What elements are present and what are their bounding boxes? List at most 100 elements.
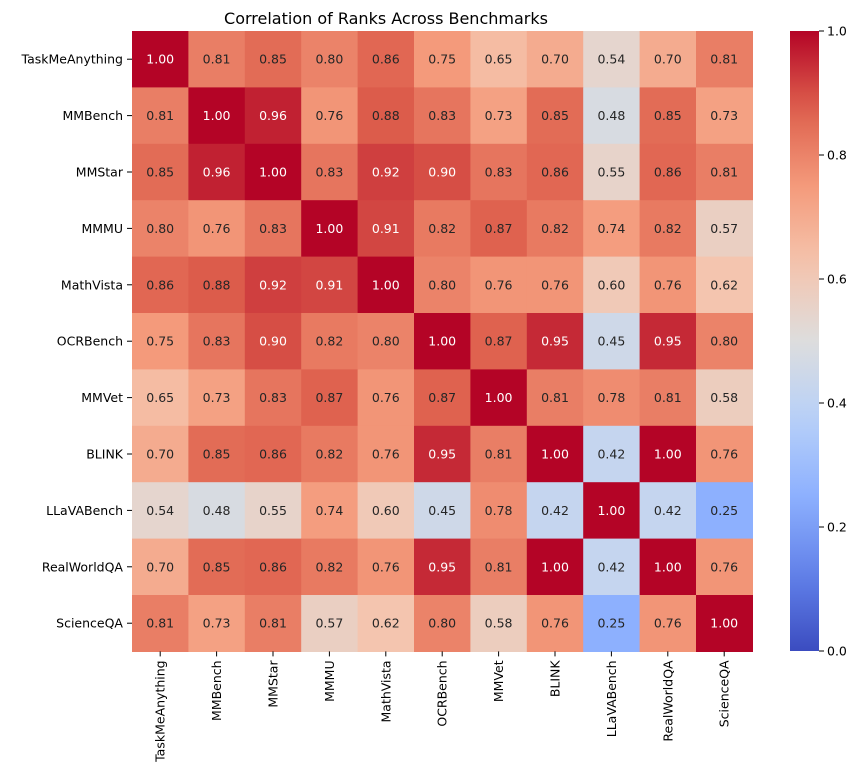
heatmap-cell [301, 425, 359, 483]
y-tick-label: MMVet [81, 390, 123, 405]
colorbar-tick-label: 0.4 [827, 396, 847, 411]
chart-title: Correlation of Ranks Across Benchmarks [224, 9, 548, 28]
colorbar-tick-label: 1.0 [827, 24, 847, 39]
heatmap-cell [639, 143, 697, 201]
cell-value-label: 0.42 [541, 503, 569, 518]
cell-value-label: 0.78 [485, 503, 513, 518]
heatmap-cell [526, 538, 584, 596]
cell-value-label: 0.55 [259, 503, 287, 518]
cell-value-label: 0.82 [315, 447, 343, 462]
heatmap-cell [696, 595, 753, 652]
cell-value-label: 0.60 [597, 277, 625, 292]
cell-value-label: 0.73 [203, 616, 231, 631]
heatmap-cell [188, 256, 246, 314]
cell-value-label: 0.65 [146, 390, 174, 405]
cell-value-label: 0.58 [710, 390, 738, 405]
cell-value-label: 0.74 [597, 221, 625, 236]
cell-value-label: 0.76 [654, 277, 682, 292]
cell-value-label: 0.91 [372, 221, 400, 236]
heatmap-cell [132, 31, 189, 88]
heatmap-cell [301, 143, 359, 201]
cell-value-label: 0.83 [315, 165, 343, 180]
cell-value-label: 0.95 [541, 334, 569, 349]
cell-value-label: 0.92 [259, 277, 287, 292]
colorbar-tick-label: 0.6 [827, 272, 847, 287]
cell-value-label: 0.88 [203, 277, 231, 292]
heatmap-cell [357, 482, 415, 540]
x-tick-label: MathVista [378, 660, 393, 722]
heatmap-cell [357, 87, 415, 145]
heatmap-cell [132, 313, 189, 370]
heatmap-cell [526, 313, 584, 370]
heatmap-cell [639, 87, 697, 145]
heatmap-cell [188, 200, 246, 258]
heatmap-cell [357, 200, 415, 258]
heatmap-cell [526, 595, 584, 652]
heatmap-cell [470, 313, 528, 370]
heatmap-cell [414, 538, 471, 596]
heatmap-cell [414, 200, 471, 258]
heatmap-cell [696, 31, 753, 88]
cell-value-label: 0.85 [541, 108, 569, 123]
heatmap-cell [526, 31, 584, 88]
cell-value-label: 0.85 [203, 447, 231, 462]
heatmap-cell [301, 200, 359, 258]
heatmap-cell [583, 256, 641, 314]
y-axis-tick-labels: TaskMeAnything MMBench MMStar MMMU MathVista… [21, 52, 132, 631]
heatmap-cell [639, 482, 697, 540]
cell-value-label: 0.73 [710, 108, 738, 123]
heatmap-cell [132, 143, 189, 201]
cell-value-label: 0.55 [597, 165, 625, 180]
cell-value-label: 0.82 [428, 221, 456, 236]
cell-value-label: 0.87 [428, 390, 456, 405]
heatmap-cell [188, 482, 246, 540]
cell-value-label: 0.25 [597, 616, 625, 631]
cell-value-label: 1.00 [259, 165, 287, 180]
cell-value-label: 0.76 [203, 221, 231, 236]
heatmap-cell [639, 538, 697, 596]
cell-value-label: 0.80 [710, 334, 738, 349]
colorbar-tick-label: 0.0 [827, 644, 847, 659]
cell-value-label: 0.45 [428, 503, 456, 518]
cell-value-label: 0.83 [259, 221, 287, 236]
cell-value-label: 0.82 [541, 221, 569, 236]
cell-value-label: 0.80 [372, 334, 400, 349]
cell-value-label: 0.83 [428, 108, 456, 123]
heatmap-cell [414, 256, 471, 314]
cell-value-label: 0.76 [541, 616, 569, 631]
heatmap-cell [639, 31, 697, 88]
cell-value-label: 0.86 [259, 447, 287, 462]
x-tick-label: BLINK [548, 660, 563, 698]
heatmap-cell [470, 31, 528, 88]
heatmap-cell [526, 482, 584, 540]
heatmap-cell [414, 87, 471, 145]
heatmap-cell [414, 369, 471, 427]
heatmap-cell [414, 31, 471, 88]
cell-value-label: 0.88 [372, 108, 400, 123]
cell-value-label: 1.00 [428, 334, 456, 349]
heatmap-cell [188, 313, 246, 370]
cell-value-label: 0.76 [372, 559, 400, 574]
heatmap-cell [132, 256, 189, 314]
y-tick-label: BLINK [86, 447, 124, 462]
cell-value-label: 0.62 [710, 277, 738, 292]
cell-value-label: 0.82 [315, 559, 343, 574]
x-tick-label: MMBench [209, 660, 224, 721]
cell-value-label: 0.81 [146, 616, 174, 631]
heatmap-cell [188, 595, 246, 652]
cell-value-label: 0.86 [146, 277, 174, 292]
cell-value-label: 0.81 [485, 559, 513, 574]
cell-value-label: 0.70 [654, 52, 682, 67]
heatmap-cell [583, 143, 641, 201]
heatmap-cell [301, 369, 359, 427]
cell-value-label: 0.74 [315, 503, 343, 518]
heatmap-cell [244, 369, 302, 427]
cell-value-label: 0.85 [654, 108, 682, 123]
cell-value-label: 0.87 [485, 334, 513, 349]
heatmap-cell [526, 87, 584, 145]
heatmap-cell [470, 87, 528, 145]
cell-value-label: 1.00 [203, 108, 231, 123]
heatmap-cell [132, 200, 189, 258]
cell-value-label: 0.76 [485, 277, 513, 292]
heatmap-cell [639, 595, 697, 652]
